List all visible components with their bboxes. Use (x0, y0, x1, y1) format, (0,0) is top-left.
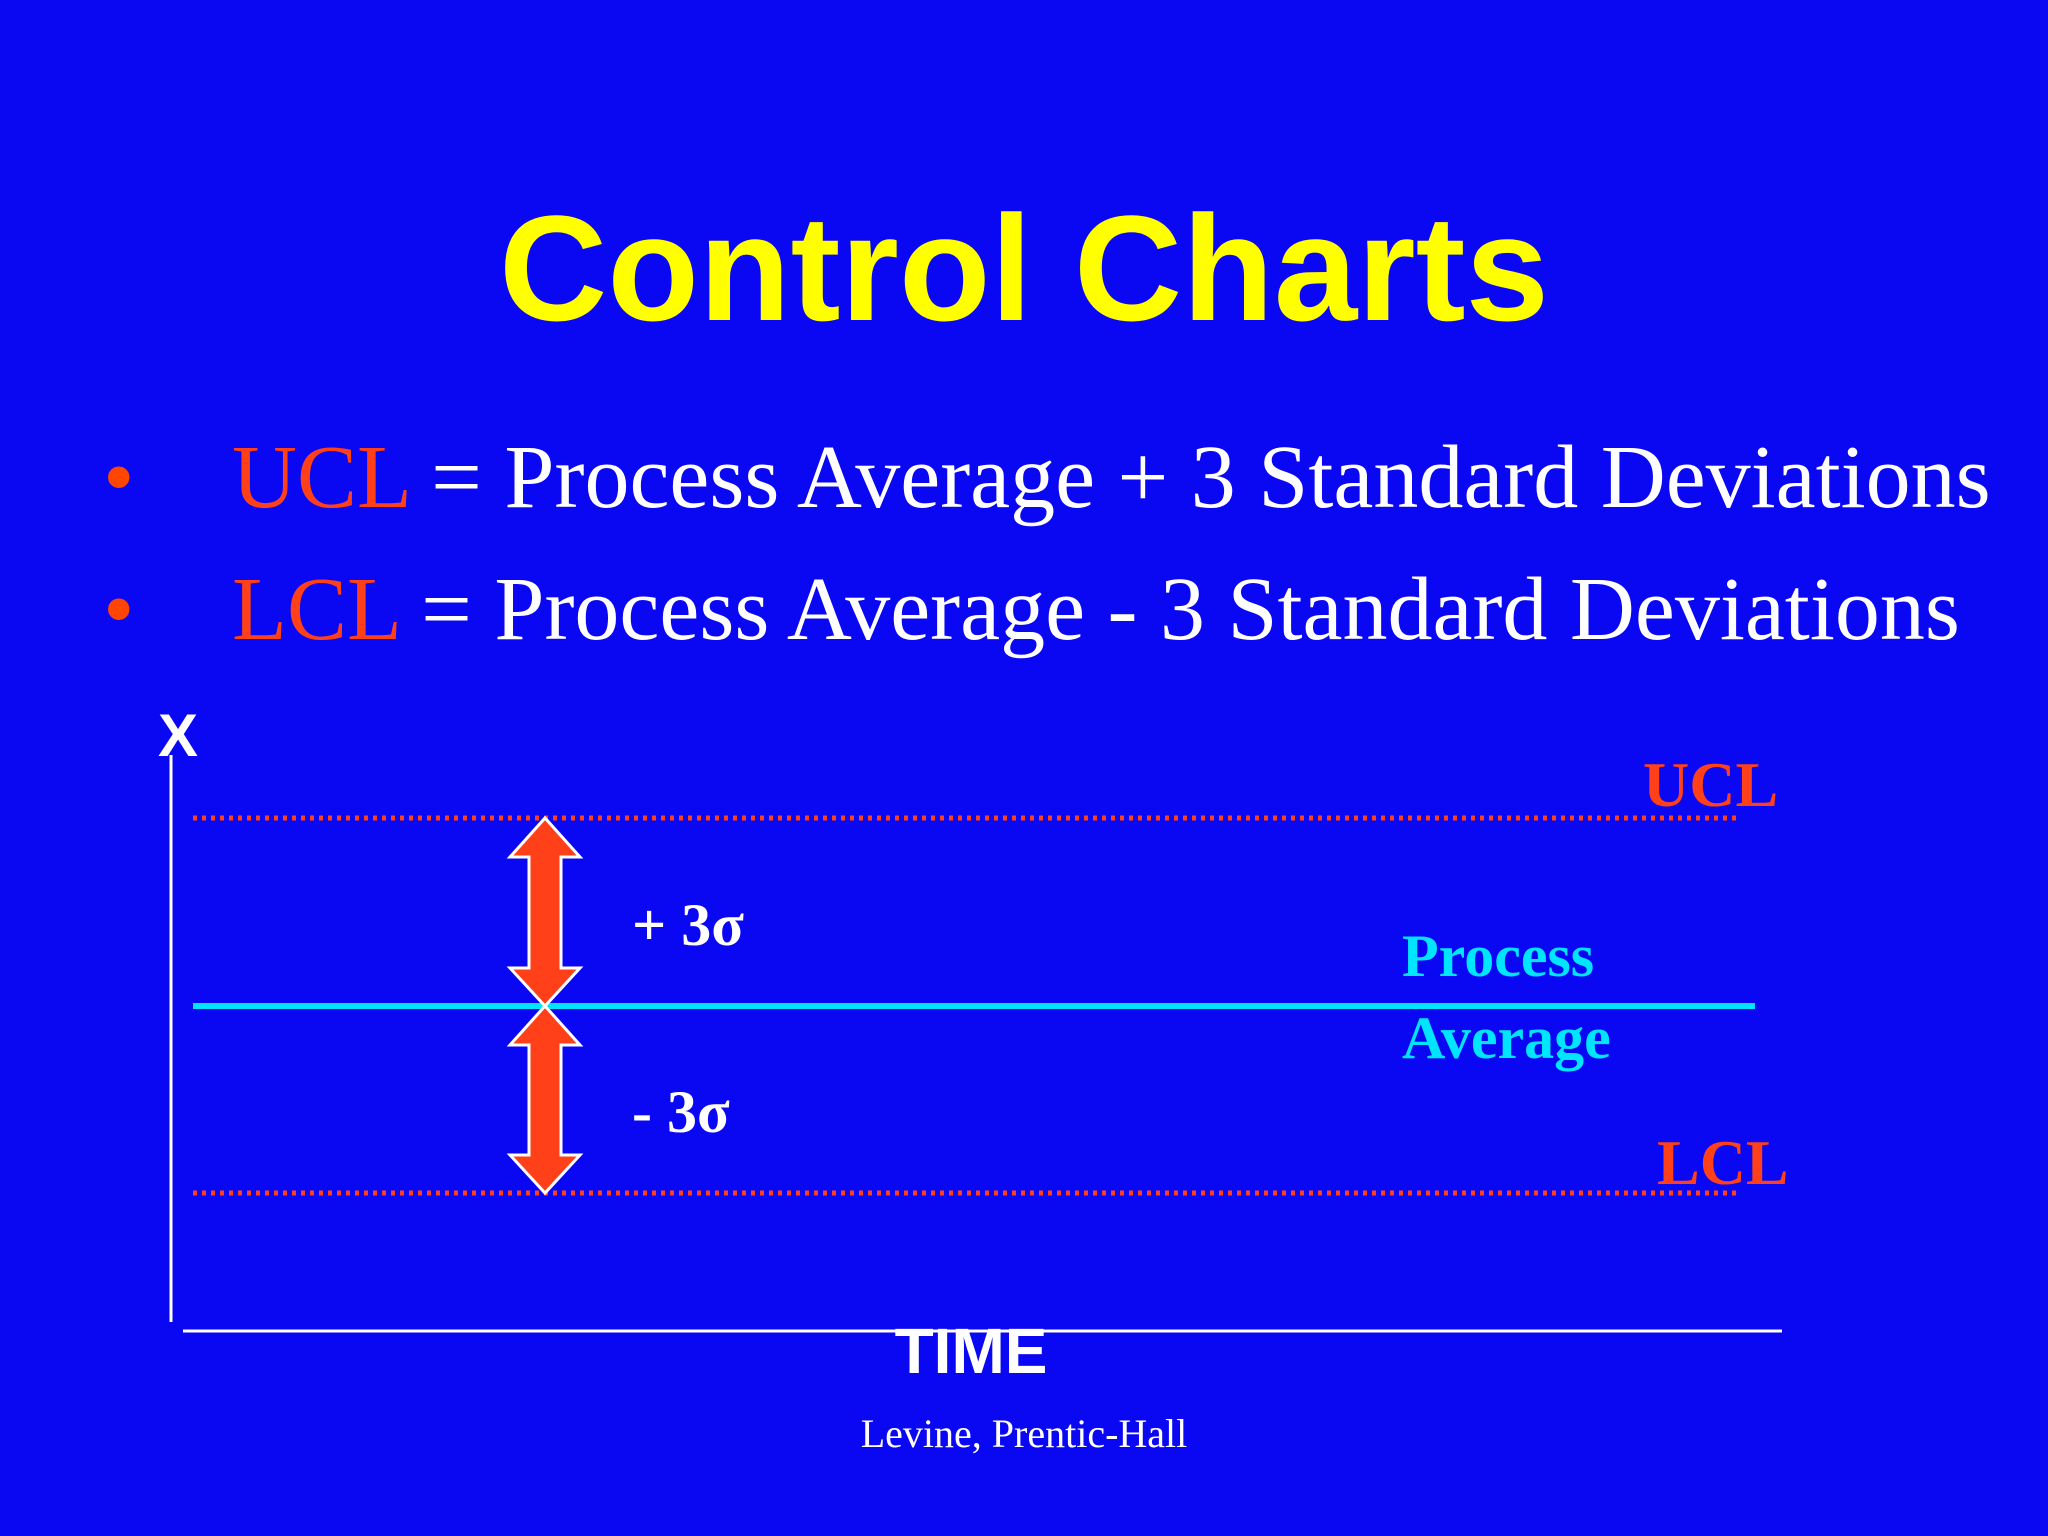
bullet-text: UCL = Process Average + 3 Standard Devia… (232, 428, 1991, 528)
process-average-label-line2: Average (1402, 1005, 1611, 1071)
process-average-label: Process Average (1402, 923, 1611, 1071)
bullet-definition: = Process Average - 3 Standard Deviation… (398, 560, 1960, 659)
bullet-definition: = Process Average + 3 Standard Deviation… (408, 428, 1991, 527)
bullet-ucl: • UCL = Process Average + 3 Standard Dev… (0, 428, 2048, 528)
process-average-label-line1: Process (1402, 923, 1594, 989)
bullet-text: LCL = Process Average - 3 Standard Devia… (232, 560, 1960, 660)
bullet-dot-icon: • (103, 560, 135, 659)
lower-band-label: - 3σ (632, 1079, 730, 1145)
lower-double-arrow-icon (506, 1003, 584, 1196)
slide-title: Control Charts (499, 184, 1549, 352)
upper-band-label: + 3σ (632, 892, 744, 958)
ucl-label: UCL (1643, 749, 1778, 820)
x-axis-label: TIME (895, 1315, 1048, 1387)
bullet-term: LCL (232, 560, 399, 659)
upper-double-arrow-icon (506, 815, 584, 1009)
source-credit: Levine, Prentic-Hall (860, 1411, 1188, 1456)
bullet-dot-icon: • (103, 428, 135, 527)
y-axis-label: X (158, 702, 198, 769)
lcl-label: LCL (1657, 1127, 1789, 1198)
bullet-term: UCL (232, 428, 409, 527)
bullet-lcl: • LCL = Process Average - 3 Standard Dev… (0, 560, 2048, 660)
